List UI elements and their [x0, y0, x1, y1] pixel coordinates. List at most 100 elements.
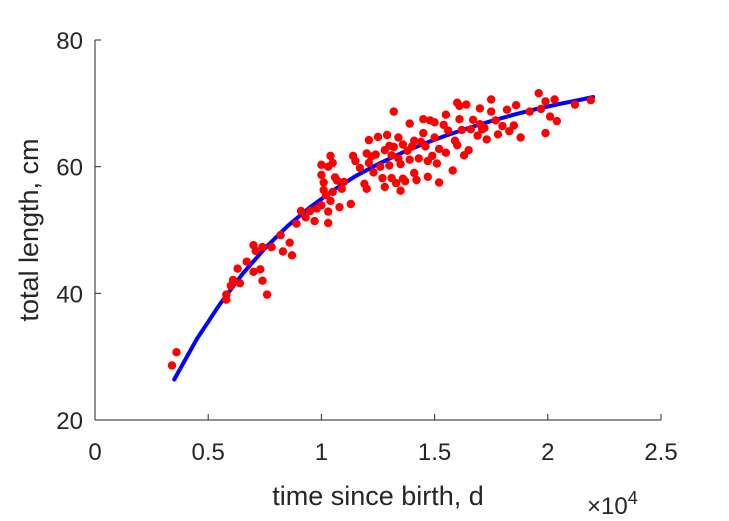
x-tick-label: 2 — [541, 439, 554, 466]
x-axis: 0 0.5 1 1.5 2 2.5 — [88, 414, 678, 466]
scatter-point — [317, 201, 326, 210]
scatter-point — [376, 162, 385, 171]
scatter-point — [398, 140, 408, 149]
scatter-point — [387, 151, 396, 160]
scatter-point — [552, 116, 562, 126]
scatter-point — [337, 184, 346, 193]
scatter-point — [405, 155, 414, 164]
scatter-point — [391, 178, 401, 188]
scatter-point — [462, 100, 471, 109]
scatter-point — [310, 216, 319, 226]
scatter-point — [511, 101, 521, 110]
scatter-point — [466, 125, 475, 134]
scatter-point — [457, 125, 466, 135]
scatter-point — [326, 196, 335, 206]
scatter-point — [493, 130, 503, 139]
fit-curve-layer — [172, 95, 596, 382]
scatter-point — [419, 128, 428, 138]
scatter-point — [482, 135, 491, 144]
scatter-point — [389, 107, 398, 116]
scatter-point — [430, 133, 439, 142]
scatter-point — [335, 203, 344, 212]
scatter-point — [455, 101, 464, 111]
scatter-point — [242, 257, 251, 266]
scatter-point — [505, 127, 514, 136]
scatter-point — [328, 187, 337, 197]
scatter-point — [432, 159, 442, 168]
scatter-point — [405, 119, 414, 128]
scatter-point — [382, 130, 392, 140]
scatter-point — [172, 348, 181, 357]
scatter-point — [319, 178, 328, 187]
scatter-point — [373, 132, 383, 142]
scatter-point — [324, 207, 333, 216]
y-tick-label: 80 — [56, 28, 83, 55]
scatter-point — [414, 154, 423, 163]
scatter-point — [371, 150, 380, 159]
scatter-point — [301, 213, 310, 222]
y-tick-label: 60 — [56, 155, 83, 182]
scatter-point — [258, 276, 267, 285]
scatter-point — [278, 247, 288, 256]
x-tick-label: 1 — [315, 439, 328, 466]
scatter-point — [441, 110, 451, 119]
scatter-point — [396, 159, 405, 169]
scatter-point — [448, 166, 457, 175]
scatter-point — [364, 158, 374, 168]
scatter-point — [258, 242, 267, 252]
scatter-point — [419, 115, 428, 124]
scatter-point — [570, 100, 580, 109]
scatter-point — [534, 89, 543, 98]
x-ticks: 0 0.5 1 1.5 2 2.5 — [88, 414, 678, 466]
scatter-point — [428, 151, 437, 161]
scatter-point — [421, 142, 430, 151]
x-tick-label: 1.5 — [418, 439, 451, 466]
scatter-point — [455, 115, 464, 124]
scatter-point — [498, 121, 507, 131]
scatter-point — [256, 265, 265, 274]
scatter-point — [434, 144, 444, 154]
scatter-point — [401, 177, 410, 186]
scatter-point — [541, 97, 550, 106]
scatter-point — [339, 177, 349, 187]
scatter-point — [364, 135, 374, 145]
scatter-point — [235, 279, 245, 288]
scatter-point — [473, 131, 482, 140]
scatter-point — [267, 242, 276, 252]
scatter-point — [410, 168, 419, 178]
scatter-point — [586, 96, 595, 105]
scatter-point — [317, 170, 326, 180]
scatter-point — [412, 175, 421, 185]
scatter-point — [362, 184, 371, 193]
scatter-point — [545, 112, 555, 121]
y-axis-label: total length, cm — [14, 138, 44, 321]
scatter-point — [509, 121, 518, 130]
scatter-point — [285, 238, 294, 247]
scatter-point — [541, 128, 550, 138]
scatter-point — [251, 246, 260, 256]
scatter-point — [389, 142, 398, 152]
scatter-point — [167, 361, 177, 370]
scatter-point — [296, 206, 306, 216]
scatter-point — [385, 161, 394, 170]
scatter-point — [453, 140, 462, 150]
scatter-point — [536, 104, 546, 114]
scatter-point — [550, 95, 559, 104]
scatter-point — [321, 191, 331, 200]
scatter-point — [346, 199, 355, 209]
scatter-point — [328, 158, 337, 168]
scatter-point — [502, 105, 512, 114]
x-axis-exponent-base: ×10 — [587, 493, 628, 520]
scatter-point — [396, 186, 405, 195]
scatter-point — [516, 133, 525, 142]
scatter-point — [475, 104, 485, 113]
scatter-point — [222, 290, 231, 299]
scatter-point — [324, 218, 333, 228]
scatter-point — [326, 151, 335, 161]
scatter-point — [317, 160, 326, 169]
scatter-points-layer — [167, 89, 595, 370]
scatter-point — [491, 116, 500, 125]
y-tick-label: 20 — [56, 408, 83, 435]
y-ticks: 20 40 60 80 — [56, 28, 101, 435]
